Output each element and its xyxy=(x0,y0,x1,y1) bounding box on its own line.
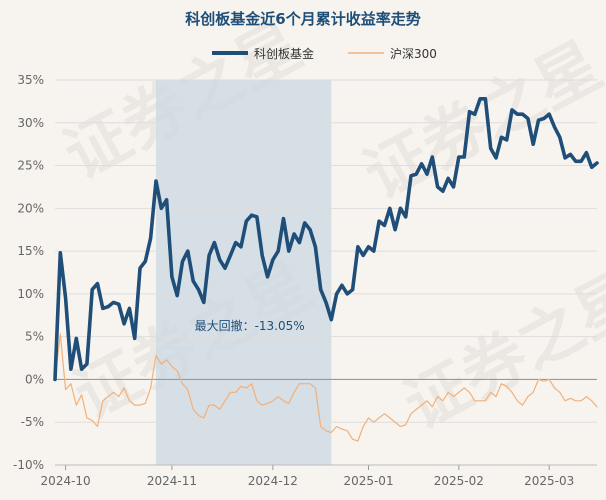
drawdown-shade-layer xyxy=(155,80,332,465)
y-tick-label: 15% xyxy=(17,244,44,258)
series-line-fund xyxy=(53,97,599,382)
y-tick-label: 20% xyxy=(17,201,44,215)
legend: 科创板基金 沪深300 xyxy=(212,46,437,61)
legend-label-index: 沪深300 xyxy=(390,47,437,61)
annotation-layer: 最大回撤：-13.05% xyxy=(195,318,305,333)
x-tick-label: 2024-12 xyxy=(248,474,298,488)
x-tick-label: 2025-02 xyxy=(434,474,484,488)
y-tick-label: 25% xyxy=(17,159,44,173)
drawdown-region xyxy=(155,80,332,465)
y-tick-label: 0% xyxy=(25,372,44,386)
max-drawdown-label: 最大回撤：-13.05% xyxy=(195,318,305,333)
x-tick-label: 2025-01 xyxy=(343,474,393,488)
x-tick-label: 2024-10 xyxy=(41,474,91,488)
x-tick-label: 2025-03 xyxy=(524,474,574,488)
legend-label-fund: 科创板基金 xyxy=(254,46,314,61)
x-tick-label: 2024-11 xyxy=(147,474,197,488)
watermark-text: 证券之星 xyxy=(393,259,606,445)
y-tick-label: 5% xyxy=(25,330,44,344)
chart-title: 科创板基金近6个月累计收益率走势 xyxy=(185,10,420,28)
series-line-index xyxy=(54,333,598,442)
axis-layer: 35% 30% 25% 20% 15% 10% 5% 0% -5% -10% 2024-10 2024… xyxy=(13,73,597,488)
y-tick-label: -5% xyxy=(21,415,44,429)
y-tick-label: 35% xyxy=(17,73,44,87)
series-layer xyxy=(53,97,599,442)
y-tick-label: -10% xyxy=(13,458,44,472)
y-tick-label: 10% xyxy=(17,287,44,301)
y-tick-label: 30% xyxy=(17,116,44,130)
